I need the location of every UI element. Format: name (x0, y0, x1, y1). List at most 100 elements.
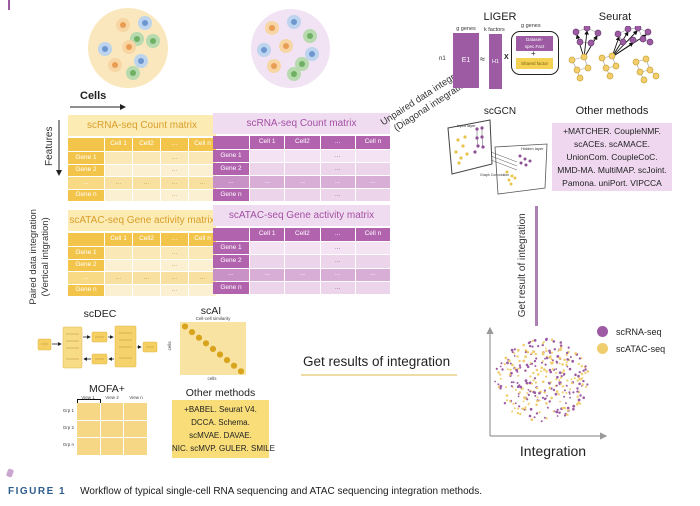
mofa-cell (124, 420, 147, 438)
scatter-dot (537, 345, 540, 348)
scatter-dot (572, 407, 575, 411)
scatter-dot (524, 406, 527, 409)
matrix-cell (105, 164, 132, 176)
get-results-label: Get results of integration (303, 354, 451, 369)
scatter-dot (562, 373, 565, 376)
scatter-dot (514, 389, 517, 391)
matrix-cell (68, 233, 104, 246)
scatter-dot (545, 347, 547, 350)
matrix-cell (105, 284, 132, 296)
scatter-dot (553, 348, 556, 351)
scatter-dot (516, 348, 520, 352)
matrix-cell (133, 164, 160, 176)
matrix-grid: Cell 1 Cell2... Cell n Gene 1... Gene 2.....… (68, 138, 216, 201)
scatter-dot (511, 363, 514, 367)
liger-matrix-e1: E1 (453, 33, 479, 88)
paired-integration-label: Paired data integration (Vertical intgra… (28, 209, 51, 305)
matrix-cell (189, 164, 216, 176)
mofa-cell (124, 438, 147, 455)
matrix-grid: Cell 1 Cell2... Cell n Gene 1... Gene 2.....… (213, 136, 390, 201)
scatter-dot (524, 379, 528, 383)
scatter-dot (576, 390, 579, 393)
scatter-dot (503, 402, 507, 405)
cells-axis-label: Cells (80, 90, 107, 102)
scatter-dot (535, 368, 539, 372)
scatter-dot (530, 352, 533, 355)
matrix-cell (133, 152, 160, 164)
legend-item: scRNA-seq (597, 323, 665, 340)
cell-blob (116, 18, 130, 32)
scatter-dot (524, 355, 527, 358)
scatter-dot (499, 384, 503, 388)
scatter-dot (548, 400, 551, 403)
scai-diagonal-dot (195, 334, 203, 341)
cell-blob (122, 40, 136, 54)
method-list-line: MMD-MA. MultiMAP. scJoint. (557, 164, 667, 175)
scatter-dot (578, 357, 581, 360)
scatter-dot (537, 373, 540, 376)
scatter-dot (566, 406, 570, 410)
matrix-cell (68, 138, 104, 151)
matrix-cell: ... (161, 233, 188, 246)
get-result-vertical-bar (535, 206, 538, 326)
scatter-dot (524, 397, 527, 400)
scatter-dot (544, 357, 546, 360)
scatter-dot (531, 382, 533, 385)
other-methods-bottom-box: +BABEL. Seurat V4. DCCA. Schema. scMVAE. D… (172, 400, 275, 458)
scatter-dot (582, 379, 585, 383)
scatter-dot (532, 391, 535, 394)
matrix-cell: ... (161, 177, 188, 189)
legend-color-dot (597, 343, 608, 354)
liger-n1-label: n1 (439, 56, 446, 62)
scatter-dot (578, 371, 581, 374)
method-list-line: +MATCHER. CoupleNMF. (563, 125, 661, 136)
scatter-legend: scRNA-seq scATAC-seq (597, 323, 665, 357)
scatter-dot (516, 370, 519, 373)
scatter-dot (528, 344, 532, 348)
scatter-dot (533, 416, 536, 419)
matrix-cell: Gene 1 (213, 242, 249, 255)
matrix-cell: ... (161, 152, 188, 164)
scatter-dot (534, 381, 538, 384)
scai-diagonal-dot (188, 329, 196, 336)
scai-diagonal-dot (230, 362, 238, 369)
matrix-cell (355, 242, 390, 255)
scatter-dot (522, 400, 525, 403)
scatter-dot (558, 381, 561, 384)
scatter-dot (519, 412, 522, 416)
matrix-cell: ... (285, 176, 320, 188)
scatter-dot (558, 371, 562, 375)
scatter-dot (548, 351, 552, 354)
scatter-dot (550, 362, 554, 365)
matrix-cell: ... (250, 176, 285, 188)
scatter-dot (535, 412, 539, 415)
scatter-dot (560, 376, 563, 379)
scatter-dot (558, 411, 561, 414)
scatter-dot (534, 394, 537, 397)
scatter-dot (556, 375, 559, 379)
scatter-dot (543, 389, 546, 392)
scatter-dot (552, 388, 556, 392)
scatter-dot (524, 369, 527, 372)
scatter-dot (540, 361, 543, 364)
scatter-dot (497, 383, 500, 386)
scatter-dot (527, 403, 530, 406)
scatter-dot (530, 418, 534, 421)
scatter-dot (556, 408, 559, 411)
scatter-dot (582, 369, 585, 372)
matrix-cell: Gene n (213, 281, 249, 294)
matrix-cell (285, 255, 320, 268)
scatter-dot (559, 344, 563, 347)
scgcn-hidden-layer-label: Hidden layer (521, 146, 544, 151)
scatter-dot (512, 402, 515, 405)
matrix-cell: ... (320, 150, 355, 162)
matrix-title: scATAC-seq Gene activity matrix (68, 210, 216, 231)
scatter-dot (524, 349, 528, 352)
scatter-dot (533, 339, 537, 342)
scatter-dot (582, 396, 585, 399)
legend-item: scATAC-seq (597, 340, 665, 357)
scatter-dot (555, 390, 559, 393)
scatter-dot (569, 388, 572, 391)
scatter-dot (568, 391, 571, 394)
scatter-dot (529, 407, 533, 411)
